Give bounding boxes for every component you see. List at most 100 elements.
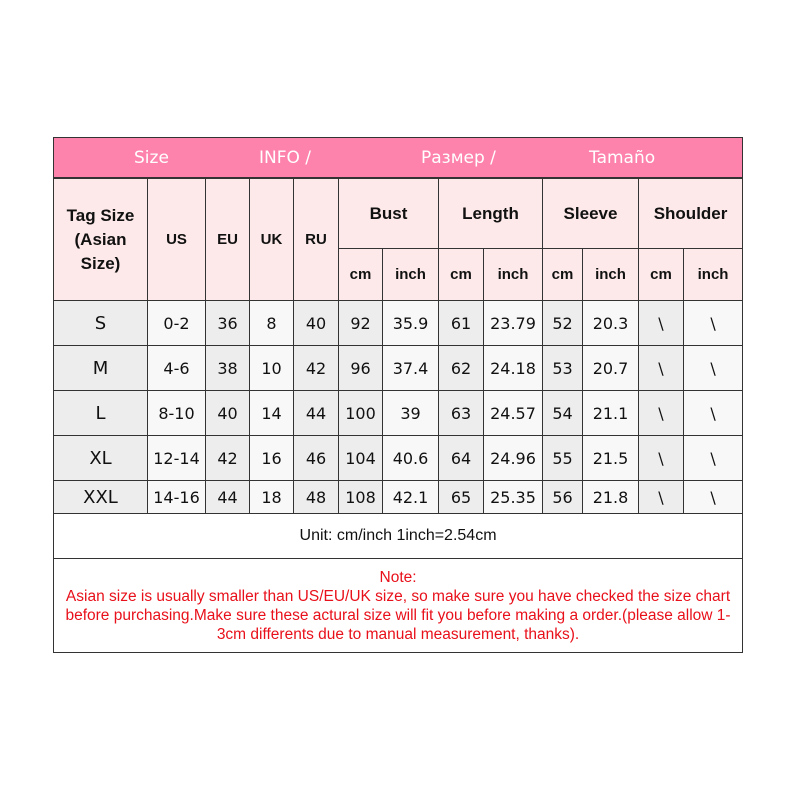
table-cell: 8-10 — [147, 390, 206, 436]
subheader-inch: inch — [582, 248, 639, 301]
table-cell: \ — [682, 390, 744, 436]
title-info: INFO / — [259, 147, 312, 168]
table-cell: 40.6 — [382, 435, 439, 481]
table-cell: \ — [682, 345, 744, 391]
table-cell: 92 — [338, 300, 383, 346]
table-row: XXL 14-16 44 18 48 108 42.1 65 25.35 56 21.8 \ \ — [53, 480, 744, 514]
table-cell: \ — [638, 345, 684, 391]
table-cell: 21.1 — [582, 390, 639, 436]
table-cell: L — [53, 390, 148, 436]
header-shoulder: Shoulder — [637, 177, 744, 249]
header-eu: EU — [205, 177, 250, 301]
title-razmer: Размер / — [421, 147, 496, 168]
table-cell: 25.35 — [483, 480, 543, 514]
table-cell: 35.9 — [382, 300, 439, 346]
title-size: Size — [134, 147, 169, 168]
table-cell: 20.7 — [582, 345, 639, 391]
title-row: Size INFO / Размер / Tamaño — [52, 137, 744, 179]
table-cell: 40 — [293, 300, 339, 346]
table-cell: \ — [638, 435, 684, 481]
subheader-inch: inch — [682, 248, 744, 301]
note-label: Note: — [379, 568, 417, 586]
unit-text: Unit: cm/inch 1inch=2.54cm — [52, 513, 744, 559]
table-cell: 36 — [205, 300, 250, 346]
table-cell: 21.5 — [582, 435, 639, 481]
table-cell: 24.96 — [483, 435, 543, 481]
table-cell: \ — [682, 300, 744, 346]
table-cell: 21.8 — [582, 480, 639, 514]
table-cell: 65 — [438, 480, 484, 514]
table-cell: 24.57 — [483, 390, 543, 436]
header-us: US — [147, 177, 206, 301]
table-row: L 8-10 40 14 44 100 39 63 24.57 54 21.1 \ \ — [53, 390, 744, 436]
table-cell: 46 — [293, 435, 339, 481]
header-uk: UK — [249, 177, 294, 301]
table-cell: 104 — [338, 435, 383, 481]
subheader-cm: cm — [638, 248, 684, 301]
subheader-cm: cm — [338, 248, 383, 301]
table-cell: 100 — [338, 390, 383, 436]
table-cell: 39 — [382, 390, 439, 436]
table-cell: 10 — [249, 345, 294, 391]
table-cell: 52 — [542, 300, 583, 346]
table-cell: 56 — [542, 480, 583, 514]
note-row: Note: Asian size is usually smaller than… — [52, 558, 744, 653]
table-cell: 24.18 — [483, 345, 543, 391]
table-cell: 14-16 — [147, 480, 206, 514]
table-cell: 0-2 — [147, 300, 206, 346]
table-cell: 44 — [293, 390, 339, 436]
subheader-inch: inch — [382, 248, 439, 301]
table-cell: XXL — [53, 480, 148, 514]
table-cell: 38 — [205, 345, 250, 391]
title-tamano: Tamaño — [589, 147, 656, 168]
table-cell: XL — [53, 435, 148, 481]
table-cell: 108 — [338, 480, 383, 514]
table-cell: 96 — [338, 345, 383, 391]
table-row: S 0-2 36 8 40 92 35.9 61 23.79 52 20.3 \ \ — [53, 300, 744, 346]
unit-row: Unit: cm/inch 1inch=2.54cm — [52, 513, 744, 559]
table-cell: 8 — [249, 300, 294, 346]
table-cell: 54 — [542, 390, 583, 436]
note-text: Asian size is usually smaller than US/EU… — [65, 587, 731, 643]
size-chart-table: Size INFO / Размер / Tamaño Tag Size (Asian… — [52, 137, 744, 653]
table-cell: 62 — [438, 345, 484, 391]
subheader-inch: inch — [483, 248, 543, 301]
table-cell: M — [53, 345, 148, 391]
table-cell: 42.1 — [382, 480, 439, 514]
header-ru: RU — [293, 177, 339, 301]
subheader-cm: cm — [542, 248, 583, 301]
table-cell: \ — [638, 390, 684, 436]
header-row: Tag Size (Asian Size) US EU UK RU Bust L… — [53, 177, 744, 301]
table-cell: 42 — [205, 435, 250, 481]
table-cell: 14 — [249, 390, 294, 436]
table-cell: 63 — [438, 390, 484, 436]
table-cell: \ — [638, 480, 684, 514]
table-cell: 61 — [438, 300, 484, 346]
table-cell: 20.3 — [582, 300, 639, 346]
table-cell: \ — [638, 300, 684, 346]
table-cell: 37.4 — [382, 345, 439, 391]
table-cell: 40 — [205, 390, 250, 436]
table-cell: 55 — [542, 435, 583, 481]
subheader-cm: cm — [438, 248, 484, 301]
table-cell: 12-14 — [147, 435, 206, 481]
table-cell: \ — [682, 480, 744, 514]
header-length: Length — [438, 177, 543, 249]
table-cell: 64 — [438, 435, 484, 481]
table-cell: 53 — [542, 345, 583, 391]
table-cell: 44 — [205, 480, 250, 514]
table-cell: 18 — [249, 480, 294, 514]
table-row: M 4-6 38 10 42 96 37.4 62 24.18 53 20.7 \ \ — [53, 345, 744, 391]
table-cell: S — [53, 300, 148, 346]
header-sleeve: Sleeve — [542, 177, 639, 249]
subheader-row: cm inch cm inch cm inch cm inch — [54, 248, 744, 301]
table-cell: 23.79 — [483, 300, 543, 346]
table-cell: 42 — [293, 345, 339, 391]
header-tag-size: Tag Size (Asian Size) — [53, 177, 148, 301]
table-cell: 16 — [249, 435, 294, 481]
table-row: XL 12-14 42 16 46 104 40.6 64 24.96 55 21.5 \ \ — [53, 435, 744, 481]
table-cell: 48 — [293, 480, 339, 514]
table-cell: 4-6 — [147, 345, 206, 391]
table-cell: \ — [682, 435, 744, 481]
header-bust: Bust — [338, 177, 439, 249]
